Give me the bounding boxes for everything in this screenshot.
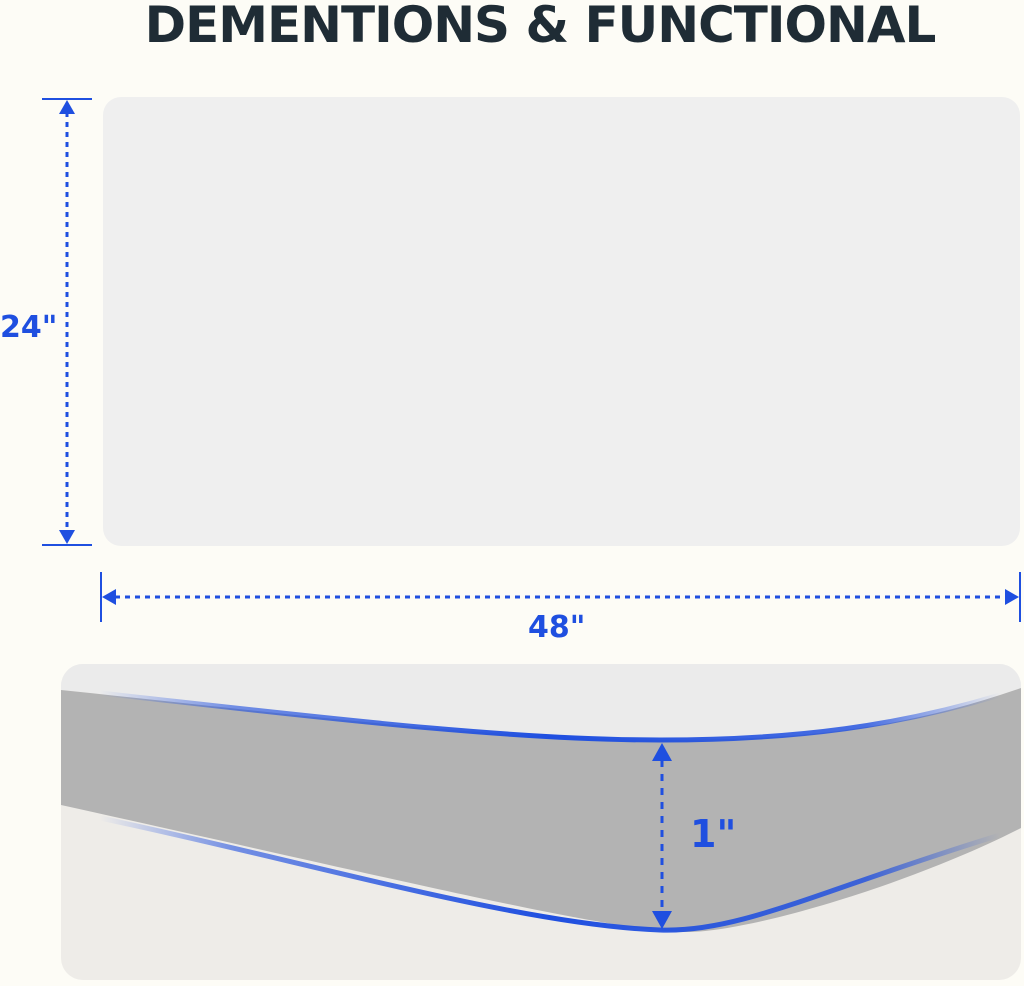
height-label: 24" [0,310,58,345]
thickness-label: 1" [690,812,737,856]
arrow-left-icon [102,589,116,605]
arrow-up-icon [652,743,672,761]
height-dimension-line [42,98,92,546]
width-dimension-line [100,572,1021,622]
page-title: DEMENTIONS & FUNCTIONAL [144,0,937,54]
arrow-right-icon [1005,589,1019,605]
arrow-down-icon [652,911,672,929]
width-label: 48" [528,610,586,645]
arrow-up-icon [59,100,75,114]
arrow-down-icon [59,530,75,544]
desk-top-board [103,97,1020,546]
edge-profile-illustration [61,664,1021,980]
